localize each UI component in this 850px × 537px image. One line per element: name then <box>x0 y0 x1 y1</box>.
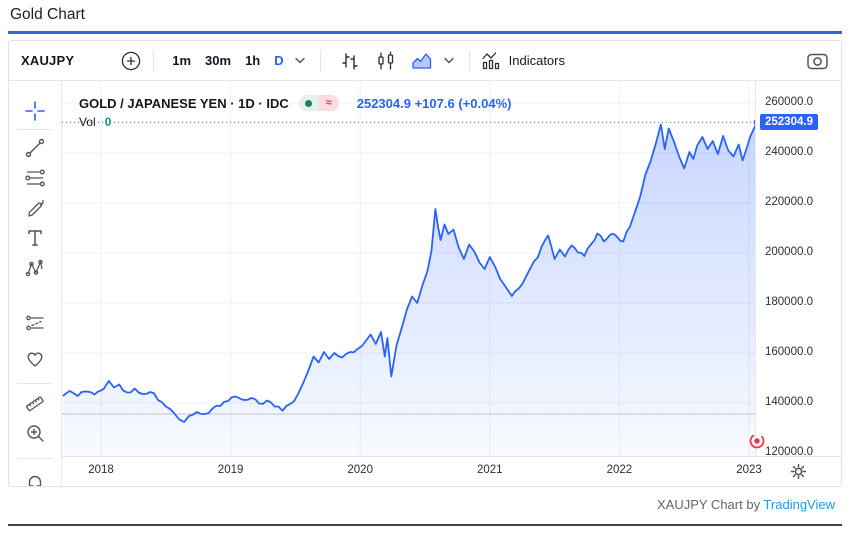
price-tick-label: 260000.0 <box>765 96 813 108</box>
drawing-toolbar <box>9 81 62 486</box>
crosshair-icon <box>25 101 45 121</box>
interval-1h-button[interactable]: 1h <box>245 53 261 68</box>
plus-circle-icon <box>121 51 141 70</box>
bottom-divider <box>8 524 842 526</box>
tool-measure-button[interactable] <box>24 392 46 414</box>
snapshot-button[interactable] <box>806 50 829 71</box>
time-tick-label: 2018 <box>88 464 114 476</box>
magnet-icon <box>28 475 42 486</box>
price-change-percent: (+0.04%) <box>458 95 512 111</box>
camera-icon <box>807 53 828 70</box>
bars-style-button[interactable] <box>339 50 361 72</box>
delayed-data-icon: ≈ <box>318 95 339 111</box>
tool-text-button[interactable] <box>24 227 46 249</box>
tradingview-chart-widget: XAUJPY 1m 30m 1h D <box>8 40 842 487</box>
indicators-icon <box>481 52 499 70</box>
chart-legend: GOLD / JAPANESE YEN · 1D · IDC ≈ 252304.… <box>79 95 511 111</box>
ruler-icon <box>26 396 44 412</box>
compare-add-button[interactable] <box>120 50 142 72</box>
candles-style-button[interactable] <box>375 50 397 72</box>
time-tick-label: 2020 <box>347 464 373 476</box>
page-title: Gold Chart <box>10 6 85 23</box>
price-tick-label: 140000.0 <box>765 396 813 408</box>
volume-value: 0 <box>104 115 112 129</box>
fib-retracement-icon <box>25 169 45 187</box>
tool-trend-line-button[interactable] <box>24 137 46 159</box>
price-tick-label: 120000.0 <box>765 446 813 458</box>
market-open-dot-icon <box>305 99 313 107</box>
area-style-button[interactable] <box>411 50 433 72</box>
tool-zoom-in-button[interactable] <box>24 422 46 444</box>
chart-toolbar: XAUJPY 1m 30m 1h D <box>9 41 841 81</box>
title-underline <box>8 31 842 34</box>
price-tick-label: 160000.0 <box>765 346 813 358</box>
xabcd-pattern-icon <box>25 259 43 277</box>
interval-dropdown-button[interactable] <box>294 57 305 64</box>
price-tick-label: 180000.0 <box>765 296 813 308</box>
interval-1m-button[interactable]: 1m <box>172 53 192 68</box>
sidebar-divider <box>17 383 53 384</box>
volume-label: Vol <box>79 115 96 129</box>
indicators-button[interactable]: Indicators <box>481 50 565 71</box>
long-short-position-icon <box>26 315 44 331</box>
indicators-label: Indicators <box>508 53 565 68</box>
tool-crosshair-button[interactable] <box>24 100 46 122</box>
last-price-axis-label: 252304.9 <box>760 113 818 130</box>
heart-icon <box>27 352 43 367</box>
interval-30m-button[interactable]: 30m <box>205 53 232 68</box>
axis-settings-button[interactable] <box>790 463 807 480</box>
text-icon <box>28 230 42 246</box>
toolbar-separator <box>468 49 470 72</box>
toolbar-separator <box>153 49 155 72</box>
candles-style-icon <box>377 50 393 70</box>
tool-emoji-button[interactable] <box>24 348 46 370</box>
price-tick-label: 220000.0 <box>765 196 813 208</box>
toolbar-separator <box>319 49 321 72</box>
area-style-icon <box>411 52 431 69</box>
tool-brush-button[interactable] <box>24 197 46 219</box>
brush-icon <box>28 199 44 217</box>
magnifier-plus-icon <box>27 425 44 442</box>
sidebar-divider <box>17 129 53 130</box>
live-stream-button[interactable] <box>748 432 766 450</box>
chevron-down-icon <box>443 57 454 64</box>
time-tick-label: 2021 <box>477 464 503 476</box>
sidebar-divider <box>17 458 53 459</box>
chart-content: GOLD / JAPANESE YEN · 1D · IDC ≈ 252304.… <box>62 81 841 486</box>
chart-plot-area[interactable]: GOLD / JAPANESE YEN · 1D · IDC ≈ 252304.… <box>62 81 755 456</box>
time-tick-label: 2022 <box>606 464 633 476</box>
record-dot-icon <box>749 433 765 449</box>
interval-1d-button[interactable]: D <box>274 53 284 68</box>
price-tick-label: 200000.0 <box>765 246 813 258</box>
tool-xabcd-pattern-button[interactable] <box>24 257 46 279</box>
symbol-button[interactable]: XAUJPY <box>21 53 75 68</box>
attribution-text: XAUJPY Chart by <box>656 497 764 512</box>
price-axis[interactable]: 252304.9 260000.0 240000.0 220000.0 200000.… <box>755 81 841 458</box>
price-change: +107.6 <box>414 95 455 111</box>
bars-style-icon <box>341 52 358 70</box>
price-tick-label: 240000.0 <box>765 146 813 158</box>
time-tick-label: 2019 <box>217 464 244 476</box>
tradingview-link[interactable]: TradingView <box>763 497 835 512</box>
style-dropdown-button[interactable] <box>443 57 454 64</box>
chevron-down-icon <box>294 57 305 64</box>
trend-line-icon <box>25 138 45 158</box>
tool-fib-retracement-button[interactable] <box>24 167 46 189</box>
gear-icon <box>790 463 807 480</box>
market-status-badge[interactable]: ≈ <box>298 95 339 111</box>
price-chart-svg <box>62 81 755 456</box>
last-price: 252304.9 <box>356 95 411 111</box>
legend-price-values: 252304.9 +107.6 (+0.04%) <box>357 96 512 111</box>
time-axis[interactable]: 2018 2019 2020 2021 2022 2023 <box>62 456 841 486</box>
volume-legend: Vol 0 <box>79 115 111 129</box>
tool-magnet-button[interactable] <box>24 470 46 486</box>
time-tick-label: 2023 <box>736 464 762 476</box>
legend-symbol-title[interactable]: GOLD / JAPANESE YEN · 1D · IDC <box>79 95 289 111</box>
market-open-indicator <box>298 95 319 111</box>
tool-long-short-position-button[interactable] <box>24 312 46 334</box>
chart-main: GOLD / JAPANESE YEN · 1D · IDC ≈ 252304.… <box>9 81 841 486</box>
attribution: XAUJPY Chart by TradingView <box>657 497 835 512</box>
